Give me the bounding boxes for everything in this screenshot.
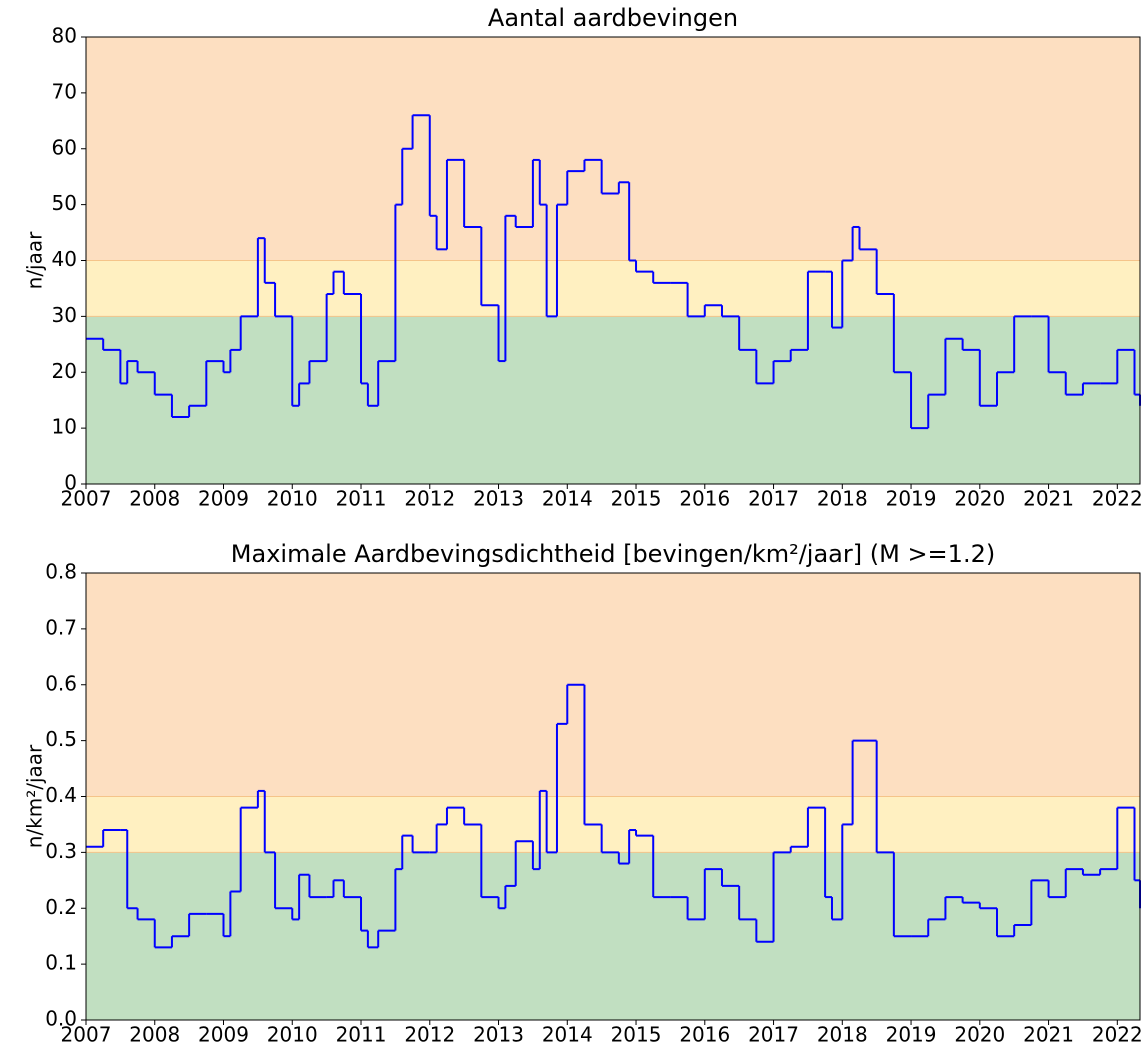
x-tick-label: 2021 xyxy=(1023,487,1074,511)
x-tick-label: 2016 xyxy=(679,1023,730,1047)
y-tick-label: 0 xyxy=(64,471,77,495)
y-tick-label: 50 xyxy=(52,191,77,215)
y-tick-label: 0.6 xyxy=(45,671,77,695)
x-tick-label: 2008 xyxy=(129,1023,180,1047)
y-tick-label: 30 xyxy=(52,303,77,327)
x-tick-label: 2015 xyxy=(611,487,662,511)
y-tick-label: 80 xyxy=(52,24,77,48)
x-tick-label: 2013 xyxy=(473,487,524,511)
x-tick-label: 2008 xyxy=(129,487,180,511)
x-tick-label: 2018 xyxy=(817,1023,868,1047)
y-tick-label: 70 xyxy=(52,79,77,103)
x-tick-label: 2010 xyxy=(267,487,318,511)
plot-frame xyxy=(85,572,1141,1021)
x-tick-label: 2007 xyxy=(61,1023,112,1047)
x-tick-label: 2022 xyxy=(1092,487,1143,511)
band xyxy=(86,37,1140,261)
y-tick-label: 0.4 xyxy=(45,783,77,807)
x-tick-label: 2022 xyxy=(1092,1023,1143,1047)
x-tick-label: 2014 xyxy=(542,487,593,511)
y-axis-label: n/km²/jaar xyxy=(23,744,47,848)
y-tick-label: 0.2 xyxy=(45,895,77,919)
x-tick-label: 2019 xyxy=(886,487,937,511)
y-tick-label: 0.8 xyxy=(45,560,77,584)
x-tick-label: 2014 xyxy=(542,1023,593,1047)
band xyxy=(86,260,1140,317)
x-tick-label: 2020 xyxy=(954,1023,1005,1047)
y-tick-label: 10 xyxy=(52,415,77,439)
y-tick-label: 60 xyxy=(52,135,77,159)
chart-title: Maximale Aardbevingsdichtheid [bevingen/… xyxy=(231,540,995,568)
chart-title: Aantal aardbevingen xyxy=(488,4,738,32)
x-tick-label: 2021 xyxy=(1023,1023,1074,1047)
x-tick-label: 2011 xyxy=(336,1023,387,1047)
band xyxy=(86,796,1140,853)
y-tick-label: 20 xyxy=(52,359,77,383)
x-tick-label: 2010 xyxy=(267,1023,318,1047)
y-tick-label: 0.5 xyxy=(45,727,77,751)
x-tick-label: 2009 xyxy=(198,487,249,511)
x-tick-label: 2012 xyxy=(404,487,455,511)
plot-frame xyxy=(85,36,1141,485)
y-tick-label: 40 xyxy=(52,247,77,271)
x-tick-label: 2015 xyxy=(611,1023,662,1047)
y-tick-label: 0.1 xyxy=(45,951,77,975)
x-tick-label: 2009 xyxy=(198,1023,249,1047)
x-tick-label: 2017 xyxy=(748,487,799,511)
x-tick-label: 2013 xyxy=(473,1023,524,1047)
x-tick-label: 2012 xyxy=(404,1023,455,1047)
band xyxy=(86,316,1140,484)
x-tick-label: 2011 xyxy=(336,487,387,511)
x-tick-label: 2018 xyxy=(817,487,868,511)
y-tick-label: 0.3 xyxy=(45,839,77,863)
x-tick-label: 2007 xyxy=(61,487,112,511)
x-tick-label: 2019 xyxy=(886,1023,937,1047)
x-tick-label: 2020 xyxy=(954,487,1005,511)
band xyxy=(86,573,1140,797)
y-tick-label: 0.0 xyxy=(45,1007,77,1031)
band xyxy=(86,852,1140,1020)
y-axis-label: n/jaar xyxy=(23,231,47,289)
step-line xyxy=(86,114,1141,430)
x-tick-label: 2017 xyxy=(748,1023,799,1047)
y-tick-label: 0.7 xyxy=(45,615,77,639)
x-tick-label: 2016 xyxy=(679,487,730,511)
